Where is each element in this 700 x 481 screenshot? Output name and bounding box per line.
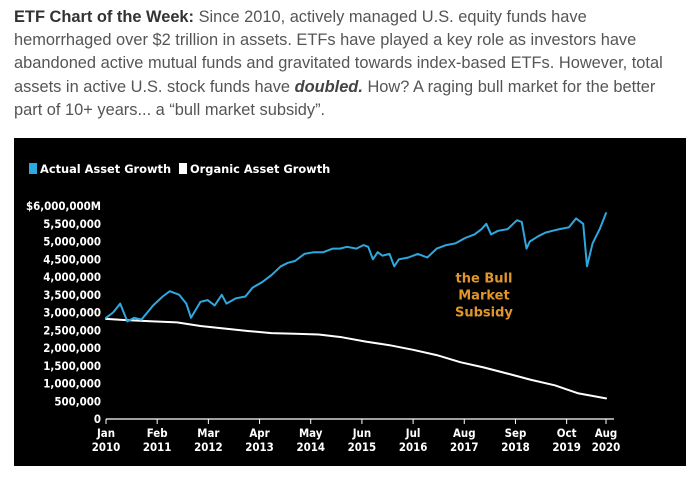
- x-tick-month: Aug: [453, 426, 476, 440]
- annotation-line: Market: [458, 288, 509, 303]
- legend-swatch-organic: [179, 163, 187, 174]
- x-tick-month: Jan: [96, 426, 115, 440]
- annotation-line: the Bull: [456, 271, 513, 286]
- x-tick-year: 2010: [92, 440, 121, 454]
- x-tick-year: 2017: [450, 440, 479, 454]
- y-tick-label: $6,000,000M: [26, 199, 101, 213]
- y-tick-label: 3,500,000: [43, 288, 101, 302]
- y-tick-label: 4,000,000: [43, 270, 101, 284]
- annotations: the Bull Market Subsidy: [455, 271, 513, 320]
- y-tick-label: 500,000: [54, 394, 101, 408]
- x-tick-year: 2013: [245, 440, 274, 454]
- intro-body-2: How? A raging bull market for the better…: [14, 77, 656, 119]
- x-tick-month: May: [299, 426, 323, 440]
- x-tick-year: 2012: [194, 440, 223, 454]
- y-tick-label: 0: [94, 412, 101, 426]
- x-tick-month: Jun: [352, 426, 371, 440]
- x-tick-month: Aug: [595, 426, 618, 440]
- x-tick-month: Sep: [505, 426, 527, 440]
- y-tick-label: 1,500,000: [43, 359, 101, 373]
- chart-panel: Actual Asset Growth Organic Asset Growth…: [14, 138, 686, 466]
- y-tick-label: 2,000,000: [43, 341, 101, 355]
- x-tick-month: Feb: [147, 426, 168, 440]
- x-tick-year: 2015: [348, 440, 377, 454]
- x-tick-year: 2016: [399, 440, 428, 454]
- organic-asset-growth-line: [105, 317, 607, 400]
- y-tick-label: 5,500,000: [43, 217, 101, 231]
- x-tick-month: Mar: [197, 426, 220, 440]
- legend: Actual Asset Growth Organic Asset Growth: [29, 162, 330, 176]
- intro-emphasis: doubled.: [294, 77, 363, 96]
- y-tick-label: 5,000,000: [43, 235, 101, 249]
- intro-paragraph: ETF Chart of the Week: Since 2010, activ…: [14, 6, 686, 122]
- x-tick-year: 2019: [552, 440, 581, 454]
- series-lines: [105, 212, 607, 400]
- x-tick-year: 2014: [296, 440, 325, 454]
- x-tick-year: 2020: [592, 440, 621, 454]
- y-tick-label: 2,500,000: [43, 323, 101, 337]
- x-tick-month: Oct: [557, 426, 577, 440]
- legend-swatch-actual: [29, 163, 37, 174]
- x-tick-year: 2011: [143, 440, 172, 454]
- x-axis: Jan2010Feb2011Mar2012Apr2013May2014Jun20…: [92, 419, 621, 454]
- x-tick-month: Jul: [405, 426, 421, 440]
- legend-label-organic: Organic Asset Growth: [190, 162, 330, 176]
- intro-body-1: Since 2010, actively managed U.S. equity…: [14, 8, 663, 96]
- x-tick-month: Apr: [249, 426, 270, 440]
- annotation-line: Subsidy: [455, 305, 513, 320]
- intro-lead: ETF Chart of the Week:: [14, 8, 195, 26]
- x-tick-year: 2018: [501, 440, 530, 454]
- legend-label-actual: Actual Asset Growth: [40, 162, 171, 176]
- actual-asset-growth-line: [105, 212, 607, 323]
- y-tick-label: 4,500,000: [43, 252, 101, 266]
- asset-growth-chart: Actual Asset Growth Organic Asset Growth…: [26, 162, 621, 454]
- y-tick-label: 1,000,000: [43, 377, 101, 391]
- y-axis: 0 500,000 1,000,000 1,500,000 2,000,000 2,500…: [26, 199, 614, 426]
- y-tick-label: 3,000,000: [43, 306, 101, 320]
